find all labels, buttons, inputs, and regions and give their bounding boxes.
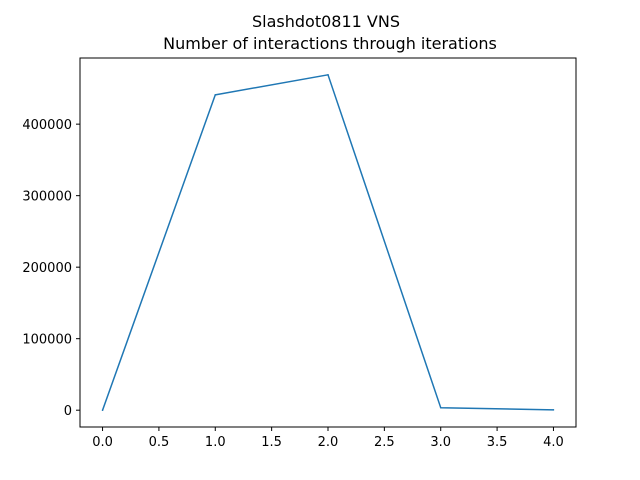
y-tick-label: 200000 [22, 261, 72, 276]
series-line-0 [101, 74, 554, 411]
y-tick-label: 400000 [22, 118, 72, 133]
data-point [327, 74, 329, 76]
x-tick-label: 2.5 [374, 435, 395, 450]
data-point [439, 406, 442, 409]
series-layer [101, 74, 555, 411]
chart-title: Slashdot0811 VNS [252, 12, 400, 31]
data-point [552, 409, 555, 411]
x-tick-label: 3.0 [430, 435, 451, 450]
chart-subtitle: Number of interactions through iteration… [163, 34, 497, 53]
y-tick-label: 100000 [22, 333, 72, 348]
y-tick-label: 300000 [22, 190, 72, 205]
x-axis-ticks: 0.0 0.5 1.0 1.5 2.0 2.5 3.0 3.5 4.0 [92, 427, 564, 450]
x-tick-label: 1.5 [261, 435, 282, 450]
x-tick-label: 2.0 [318, 435, 339, 450]
data-point [214, 94, 217, 96]
data-point [101, 409, 104, 411]
x-tick-label: 0.0 [92, 435, 113, 450]
x-tick-label: 1.0 [205, 435, 226, 450]
plot-frame [79, 57, 577, 428]
x-tick-label: 3.5 [487, 435, 508, 450]
y-tick-label: 0 [64, 404, 72, 419]
y-axis-ticks: 0 100000 200000 300000 400000 [22, 118, 80, 419]
x-tick-label: 4.0 [543, 435, 564, 450]
x-tick-label: 0.5 [149, 435, 170, 450]
